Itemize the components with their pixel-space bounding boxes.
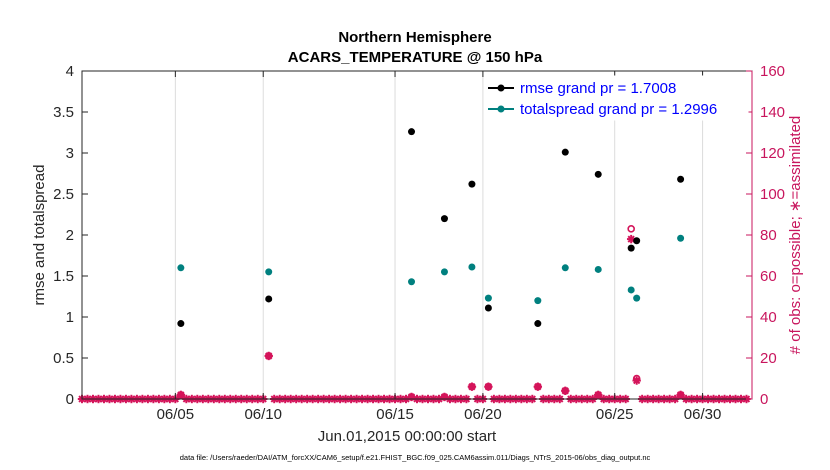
rmse-point <box>534 320 542 328</box>
chart-title: Northern Hemisphere <box>338 29 491 46</box>
rmse-point <box>627 244 635 252</box>
obs-assimilated-point <box>467 382 477 391</box>
rmse-point <box>633 237 641 245</box>
totalspread-point <box>468 263 476 271</box>
totalspread-point <box>594 265 602 273</box>
totalspread-point <box>408 278 416 286</box>
y-tick-label-right: 120 <box>760 145 785 162</box>
totalspread-point <box>561 264 569 272</box>
marker-stroke <box>561 387 569 395</box>
x-tick-label: 06/15 <box>376 406 414 423</box>
marker-stroke <box>627 235 635 243</box>
plot-area <box>82 71 752 399</box>
marker-stroke <box>676 391 685 399</box>
y-tick-label-right: 140 <box>760 104 785 121</box>
rmse-point <box>677 175 685 183</box>
x-tick-label: 06/05 <box>157 406 195 423</box>
totalspread-point <box>677 234 685 242</box>
y-tick-label-left: 2.5 <box>53 186 74 203</box>
totalspread-point <box>627 286 635 294</box>
rmse-point <box>594 170 602 178</box>
y-tick-label-left: 1 <box>66 309 74 326</box>
y-tick-label-right: 40 <box>760 309 777 326</box>
obs-assimilated-point <box>176 390 186 400</box>
y-axis-label-right: # of obs: o=possible; ∗=assimilated <box>787 116 804 355</box>
x-tick-label: 06/10 <box>244 406 282 423</box>
rmse-point <box>468 180 476 188</box>
y-tick-label-right: 0 <box>760 391 768 408</box>
rmse-point <box>561 148 569 156</box>
rmse-point <box>177 320 185 328</box>
totalspread-point <box>484 294 492 302</box>
rmse-point <box>440 215 448 223</box>
chart-subtitle: ACARS_TEMPERATURE @ 150 hPa <box>288 49 543 66</box>
legend-dot-totalspread <box>497 105 505 113</box>
obs-possible-point <box>627 225 635 233</box>
marker-stroke <box>534 383 542 391</box>
marker-stroke <box>594 391 602 399</box>
rmse-point <box>265 295 273 303</box>
axes: 06/05 06/10 06/15 06/20 06/25 06/30 0 0.5 1 1.5 2 2… <box>53 63 785 423</box>
rmse-point <box>408 128 416 136</box>
y-tick-label-left: 2 <box>66 227 74 244</box>
marker-stroke <box>468 383 476 391</box>
y-tick-label-right: 60 <box>760 268 777 285</box>
y-tick-label-left: 3.5 <box>53 104 74 121</box>
y-tick-label-left: 3 <box>66 145 74 162</box>
totalspread-point <box>534 297 542 305</box>
obs-assimilated-point <box>533 382 543 391</box>
legend: rmse grand pr = 1.7008 totalspread grand… <box>483 75 749 121</box>
totalspread-point <box>177 264 185 272</box>
totalspread-point <box>440 268 448 276</box>
totalspread-point <box>633 294 641 302</box>
obs-assimilated-point <box>264 351 273 361</box>
x-tick-label: 06/25 <box>596 406 634 423</box>
y-axis-label-left: rmse and totalspread <box>31 165 48 306</box>
x-axis-label: Jun.01,2015 00:00:00 start <box>318 428 497 445</box>
marker-stroke <box>265 352 273 360</box>
y-tick-label-right: 160 <box>760 63 785 80</box>
legend-label-rmse: rmse grand pr = 1.7008 <box>520 80 676 97</box>
rmse-point <box>484 304 492 312</box>
obs-assimilated-point <box>632 376 641 385</box>
obs-assimilated-point <box>561 386 570 395</box>
y-tick-label-left: 0 <box>66 391 74 408</box>
y-tick-label-left: 1.5 <box>53 268 74 285</box>
data-file-footnote: data file: /Users/raeder/DAI/ATM_forcXX/… <box>180 453 651 462</box>
x-tick-label: 06/20 <box>464 406 502 423</box>
legend-dot-rmse <box>497 84 505 92</box>
y-tick-label-right: 80 <box>760 227 777 244</box>
y-tick-label-right: 100 <box>760 186 785 203</box>
totalspread-point <box>265 268 273 276</box>
y-tick-label-left: 4 <box>66 63 74 80</box>
marker-stroke <box>484 383 493 391</box>
metric-dots-layer <box>177 128 685 328</box>
obs-assimilated-point <box>594 390 603 400</box>
obs-assimilated-point <box>484 382 493 391</box>
legend-box <box>483 75 749 121</box>
gridlines <box>174 71 704 399</box>
y-tick-label-left: 0.5 <box>53 350 74 367</box>
marker-stroke <box>633 376 641 385</box>
marker-stroke <box>177 391 185 399</box>
legend-label-totalspread: totalspread grand pr = 1.2996 <box>520 101 717 118</box>
y-tick-label-right: 20 <box>760 350 777 367</box>
x-tick-label: 06/30 <box>684 406 722 423</box>
obs-assimilated-point <box>676 390 685 400</box>
